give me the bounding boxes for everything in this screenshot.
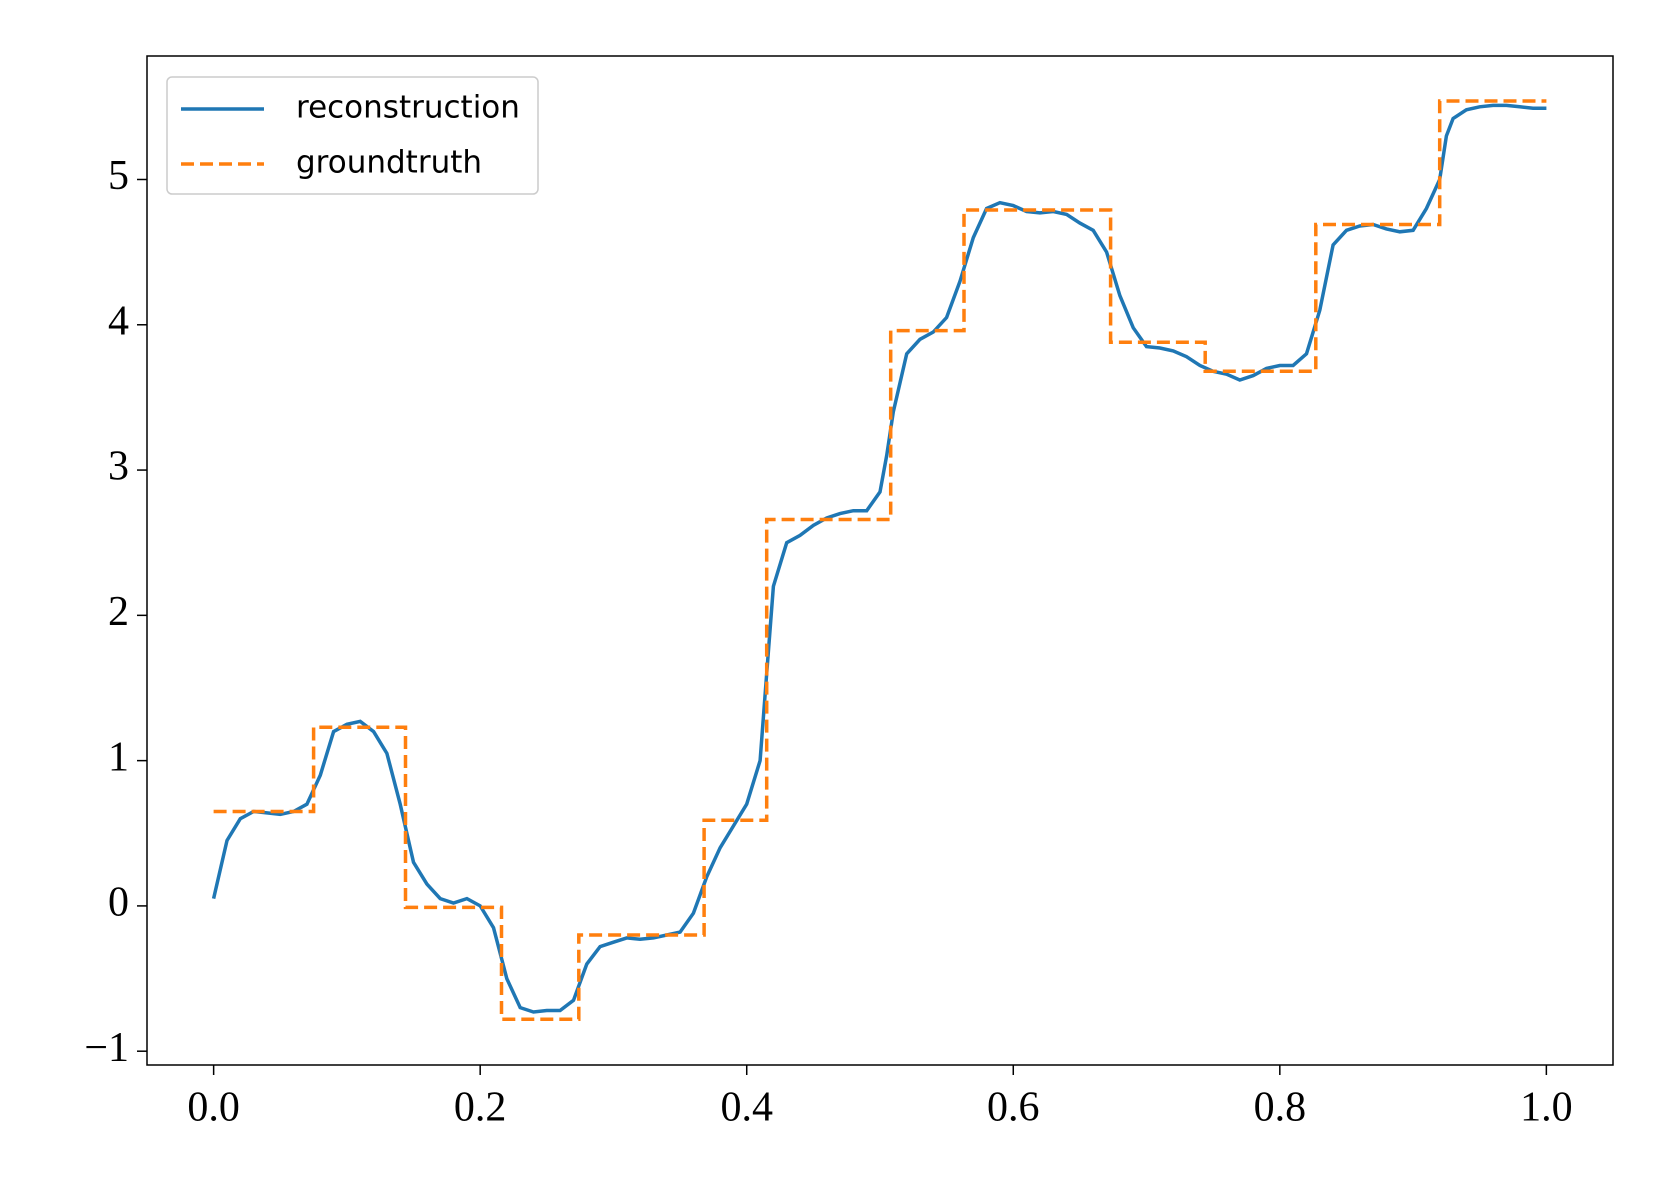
y-tick-label: 3 <box>108 444 129 490</box>
series-line <box>211 103 1547 1014</box>
plot-frame <box>146 55 1614 1066</box>
y-tick-label: 2 <box>108 589 129 635</box>
series-line <box>213 99 1547 1021</box>
legend-label: reconstruction <box>296 90 520 126</box>
x-tick-label: 0.0 <box>187 1085 240 1131</box>
x-tick-label: 0.2 <box>454 1085 507 1131</box>
x-tick-label: 0.6 <box>987 1085 1040 1131</box>
x-tick-label: 1.0 <box>1520 1085 1573 1131</box>
y-tick-label: 1 <box>108 734 129 780</box>
y-tick-label: 0 <box>108 880 129 926</box>
y-tick-label: −1 <box>84 1025 129 1071</box>
y-tick-label: 5 <box>108 153 129 199</box>
legend-label: groundtruth <box>296 145 482 181</box>
y-tick-label: 4 <box>108 298 129 344</box>
x-tick-label: 0.4 <box>720 1085 773 1131</box>
x-tick-label: 0.8 <box>1254 1085 1307 1131</box>
